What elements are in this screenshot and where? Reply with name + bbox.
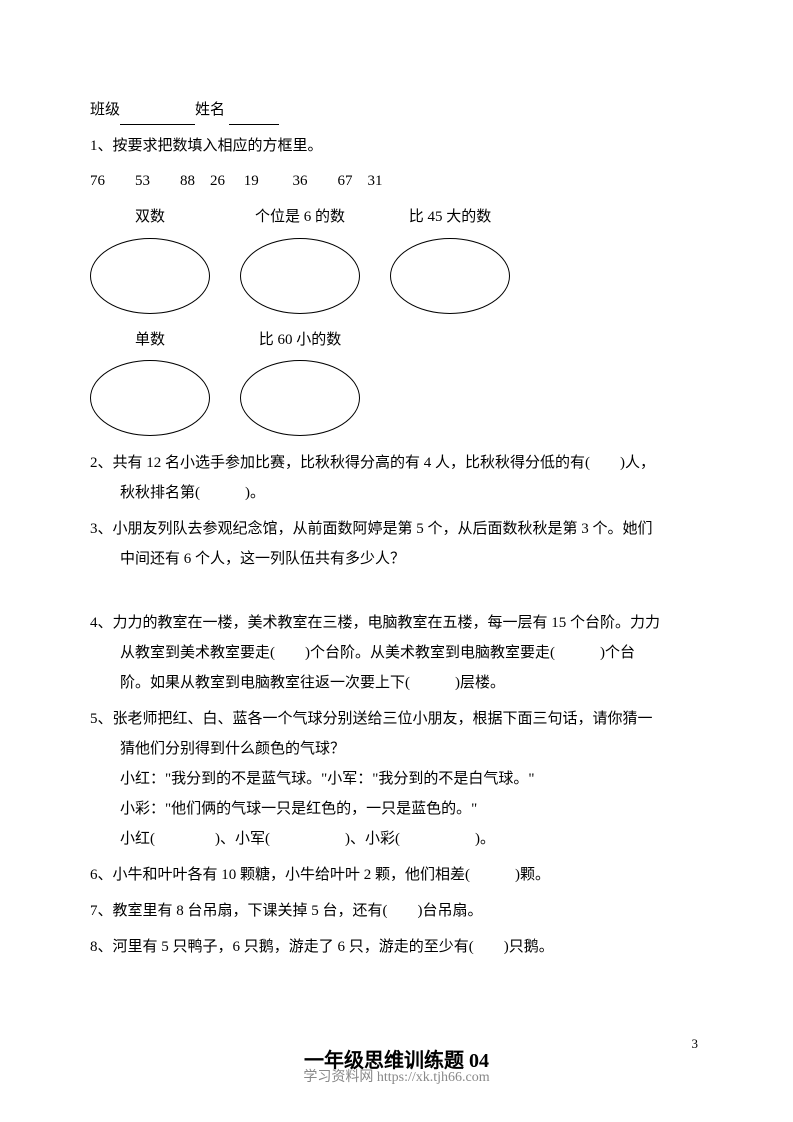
footer-text: 学习资料网 https://xk.tjh66.com [0, 1065, 793, 1092]
oval-group-even: 双数 [90, 203, 210, 314]
name-label: 姓名 [195, 102, 225, 118]
spacer-q3-q4 [90, 580, 703, 608]
question-7: 7、教室里有 8 台吊扇，下课关掉 5 台，还有( )台吊扇。 [90, 896, 703, 926]
question-2: 2、共有 12 名小选手参加比赛，比秋秋得分高的有 4 人，比秋秋得分低的有( … [90, 448, 703, 508]
question-8: 8、河里有 5 只鸭子，6 只鹅，游走了 6 只，游走的至少有( )只鹅。 [90, 932, 703, 962]
oval-ones6 [240, 238, 360, 314]
q2-line1: 2、共有 12 名小选手参加比赛，比秋秋得分高的有 4 人，比秋秋得分低的有( … [90, 448, 703, 478]
question-6: 6、小牛和叶叶各有 10 颗糖，小牛给叶叶 2 颗，他们相差( )颗。 [90, 860, 703, 890]
question-3: 3、小朋友列队去参观纪念馆，从前面数阿婷是第 5 个，从后面数秋秋是第 3 个。… [90, 514, 703, 574]
q5-line1: 5、张老师把红、白、蓝各一个气球分别送给三位小朋友，根据下面三句话，请你猜一 [90, 704, 703, 734]
q4-line1: 4、力力的教室在一楼，美术教室在三楼，电脑教室在五楼，每一层有 15 个台阶。力… [90, 608, 703, 638]
header-line: 班级 姓名 [90, 96, 703, 125]
oval-label-odd: 单数 [135, 326, 165, 355]
q4-line2: 从教室到美术教室要走( )个台阶。从美术教室到电脑教室要走( )个台 [90, 638, 703, 668]
q1-numbers: 76 53 88 26 19 36 67 31 [90, 167, 703, 196]
question-4: 4、力力的教室在一楼，美术教室在三楼，电脑教室在五楼，每一层有 15 个台阶。力… [90, 608, 703, 698]
q5-line3: 小红："我分到的不是蓝气球。"小军："我分到的不是白气球。" [90, 764, 703, 794]
q5-line4: 小彩："他们俩的气球一只是红色的，一只是蓝色的。" [90, 794, 703, 824]
oval-group-gt45: 比 45 大的数 [390, 203, 510, 314]
page-number: 3 [692, 1032, 699, 1057]
oval-gt45 [390, 238, 510, 314]
oval-label-gt45: 比 45 大的数 [409, 203, 492, 232]
q4-line3: 阶。如果从教室到电脑教室往返一次要上下( )层楼。 [90, 668, 703, 698]
oval-group-ones6: 个位是 6 的数 [240, 203, 360, 314]
q5-line2: 猜他们分别得到什么颜色的气球？ [90, 734, 703, 764]
oval-label-ones6: 个位是 6 的数 [255, 203, 345, 232]
question-1: 1、按要求把数填入相应的方框里。 [90, 131, 703, 161]
oval-even [90, 238, 210, 314]
q5-line5: 小红( )、小军( )、小彩( )。 [90, 824, 703, 854]
q1-text: 按要求把数填入相应的方框里。 [113, 138, 323, 154]
q3-line1: 3、小朋友列队去参观纪念馆，从前面数阿婷是第 5 个，从后面数秋秋是第 3 个。… [90, 514, 703, 544]
oval-label-lt60: 比 60 小的数 [259, 326, 342, 355]
question-5: 5、张老师把红、白、蓝各一个气球分别送给三位小朋友，根据下面三句话，请你猜一 猜… [90, 704, 703, 854]
oval-odd [90, 360, 210, 436]
oval-lt60 [240, 360, 360, 436]
class-label: 班级 [90, 102, 120, 118]
oval-label-even: 双数 [135, 203, 165, 232]
q2-line2: 秋秋排名第( )。 [90, 478, 703, 508]
class-blank [120, 107, 195, 125]
ovals-row-1: 双数 个位是 6 的数 比 45 大的数 [90, 203, 703, 314]
oval-group-odd: 单数 [90, 326, 210, 437]
q1-prefix: 1、 [90, 138, 113, 154]
oval-group-lt60: 比 60 小的数 [240, 326, 360, 437]
name-blank [229, 107, 279, 125]
ovals-row-2: 单数 比 60 小的数 [90, 326, 703, 437]
q3-line2: 中间还有 6 个人，这一列队伍共有多少人？ [90, 544, 703, 574]
